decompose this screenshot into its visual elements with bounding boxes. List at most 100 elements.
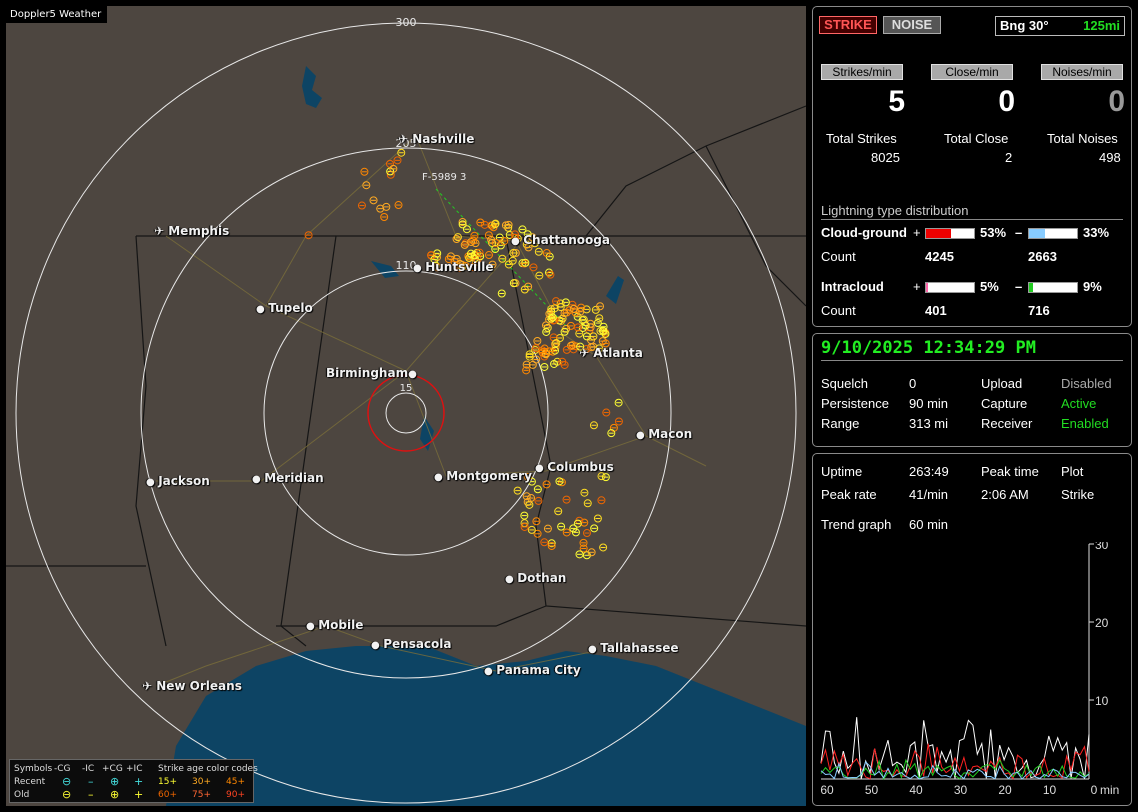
range-label-15: 15 xyxy=(400,383,413,394)
strike-marker xyxy=(543,323,552,332)
city-label-panama-city: ● Panama City xyxy=(484,663,581,677)
upload-value: Disabled xyxy=(1061,376,1112,391)
strike-marker xyxy=(520,285,529,294)
strike-marker xyxy=(500,237,509,246)
strike-marker xyxy=(389,164,398,173)
strike-marker xyxy=(452,234,461,243)
strike-marker xyxy=(488,260,497,269)
noises-min-button[interactable]: Noises/min xyxy=(1041,64,1123,80)
strike-marker xyxy=(542,249,551,258)
strikes-min-button[interactable]: Strikes/min xyxy=(821,64,903,80)
city-name: Jackson xyxy=(158,474,210,488)
city-name: Huntsville xyxy=(425,260,494,274)
airport-icon: ✈ xyxy=(142,679,157,693)
strike-marker xyxy=(524,243,533,252)
legend-recent-label: Recent xyxy=(14,777,46,787)
squelch-label: Squelch xyxy=(821,376,868,391)
cg-neg-bar xyxy=(1028,228,1078,239)
strike-marker xyxy=(558,357,567,366)
strike-marker xyxy=(531,344,540,353)
trend-x-unit: min xyxy=(1100,783,1119,797)
city-dot-icon: ● xyxy=(413,263,426,274)
strike-marker xyxy=(550,304,559,313)
legend-neg-ic: -IC xyxy=(82,764,95,774)
strike-marker xyxy=(461,261,470,270)
city-label-jackson: ● Jackson xyxy=(146,474,210,488)
strike-marker xyxy=(577,303,586,312)
strike-marker xyxy=(520,511,529,520)
legend-neg-cg: -CG xyxy=(54,764,71,774)
city-dot-icon: ● xyxy=(306,621,319,632)
strike-marker xyxy=(433,263,442,272)
strike-marker xyxy=(380,213,389,222)
close-min-button[interactable]: Close/min xyxy=(931,64,1013,80)
range-label-205: 205 xyxy=(396,137,417,150)
city-dot-icon: ● xyxy=(484,666,497,677)
strike-marker xyxy=(543,524,552,533)
strike-marker xyxy=(498,254,507,263)
strike-marker xyxy=(469,236,478,245)
cg-count-label: Count xyxy=(821,249,856,264)
strike-marker xyxy=(444,255,453,264)
radar-map[interactable]: 300 205 110 15 F-5989 3 Doppler5 Weather… xyxy=(6,6,806,806)
lake xyxy=(606,276,624,304)
cg-neg-count: 2663 xyxy=(1028,249,1057,264)
city-dot-icon: ● xyxy=(588,644,601,655)
cg-pos-pct: 53% xyxy=(980,225,1007,240)
strike-marker xyxy=(527,525,536,534)
city-dot-icon: ● xyxy=(256,304,269,315)
city-name: Panama City xyxy=(496,663,581,677)
map-canvas: 300 205 110 15 F-5989 3 xyxy=(6,16,806,806)
strike-markers xyxy=(304,148,623,560)
strike-marker xyxy=(573,323,582,332)
city-name: Tallahassee xyxy=(600,641,679,655)
city-label-tallahassee: ● Tallahassee xyxy=(588,641,678,655)
legend-age-90: 90+ xyxy=(226,790,245,800)
legend-symbols-label: Symbols xyxy=(14,764,53,774)
trend-y-tick-label: 20 xyxy=(1095,616,1109,630)
noise-button[interactable]: NOISE xyxy=(883,16,941,34)
city-name: Pensacola xyxy=(383,637,452,651)
airport-icon: ✈ xyxy=(398,132,413,146)
trend-graph-label: Trend graph xyxy=(821,517,892,532)
ic-neg-count: 716 xyxy=(1028,303,1050,318)
strike-marker xyxy=(376,204,385,213)
legend-pos-cg: +CG xyxy=(102,764,123,774)
strike-marker xyxy=(466,249,475,258)
strike-marker xyxy=(589,421,598,430)
strike-marker xyxy=(513,486,522,495)
strike-marker xyxy=(552,339,561,348)
status-panel: 9/10/2025 12:34:29 PM Squelch 0 Upload D… xyxy=(812,333,1132,447)
ic-plus-sign: + xyxy=(913,279,921,294)
app-tag: Doppler5 Weather xyxy=(6,6,108,23)
flight-tag: F-5989 3 xyxy=(422,172,466,183)
strike-marker xyxy=(518,225,527,234)
legend-recent-neg-ic-icon: – xyxy=(88,775,94,788)
airport-icon: ✈ xyxy=(154,224,169,238)
distribution-divider xyxy=(821,219,1123,220)
strike-marker xyxy=(360,167,369,176)
strike-marker xyxy=(599,543,608,552)
datetime: 9/10/2025 12:34:29 PM xyxy=(821,338,1036,358)
trend-y-tick-label: 10 xyxy=(1095,694,1109,708)
city-label-mobile: ● Mobile xyxy=(306,618,363,632)
strikes-per-min: 5 xyxy=(888,85,905,118)
plot-value[interactable]: Strike xyxy=(1061,487,1095,502)
legend-old-pos-cg-icon: ⊕ xyxy=(110,788,120,801)
strike-marker xyxy=(487,235,496,244)
ic-pos-pct: 5% xyxy=(980,279,999,294)
total-strikes-label: Total Strikes xyxy=(826,131,897,146)
strike-marker xyxy=(567,341,576,350)
gulf-of-mexico xyxy=(166,646,806,806)
cg-pos-count: 4245 xyxy=(925,249,954,264)
strike-marker xyxy=(511,233,520,242)
strike-marker xyxy=(589,332,598,341)
strike-marker xyxy=(393,156,402,165)
city-name: Macon xyxy=(648,427,693,441)
strike-marker xyxy=(529,263,538,272)
strike-marker xyxy=(602,408,611,417)
strike-marker xyxy=(534,247,543,256)
strike-button[interactable]: STRIKE xyxy=(819,16,877,34)
city-label-pensacola: ● Pensacola xyxy=(371,637,452,651)
city-label-birmingham: Birmingham● xyxy=(326,366,417,380)
